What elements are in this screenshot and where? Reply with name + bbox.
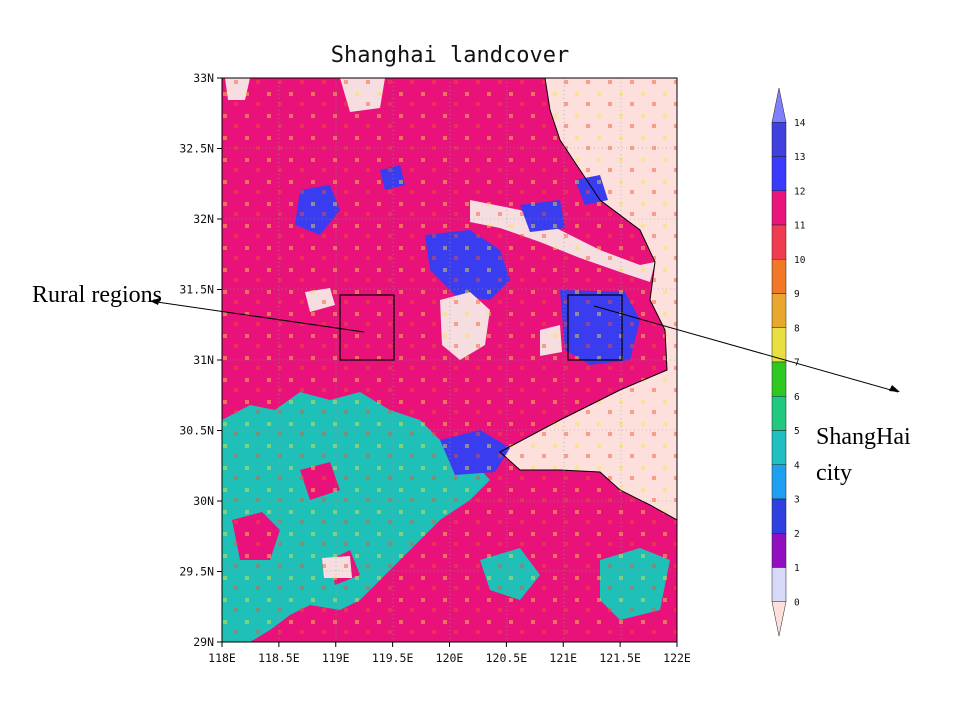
colorbar-label: 4: [794, 460, 800, 471]
y-tick-label: 31.5N: [179, 283, 214, 297]
colorbar-label: 13: [794, 152, 805, 163]
x-tick-label: 121E: [549, 651, 577, 665]
x-tick-label: 121.5E: [599, 651, 641, 665]
rural-region-box: [339, 294, 395, 361]
colorbar-label: 11: [794, 221, 806, 232]
map-title: Shanghai landcover: [331, 43, 569, 68]
colorbar-segment: [771, 224, 787, 260]
colorbar-label: 8: [794, 323, 800, 334]
colorbar-segment: [771, 430, 787, 465]
colorbar-label: 2: [794, 529, 800, 540]
colorbar-label: 5: [794, 426, 800, 437]
y-tick-label: 29N: [193, 635, 214, 649]
colorbar-segment: [771, 533, 787, 568]
rural-arrowhead: [150, 298, 160, 305]
colorbar-label: 9: [794, 289, 800, 300]
x-tick-label: 120.5E: [486, 651, 528, 665]
x-tick-label: 120E: [436, 651, 464, 665]
colorbar: 14131211109876543210: [771, 87, 806, 637]
x-tick-label: 118.5E: [258, 651, 300, 665]
x-tick-label: 118E: [208, 651, 236, 665]
y-tick-label: 31N: [193, 353, 214, 367]
x-tick-label: 119.5E: [372, 651, 414, 665]
y-tick-label: 29.5N: [179, 565, 214, 579]
y-tick-label: 30.5N: [179, 424, 214, 438]
colorbar-label: 3: [794, 495, 800, 506]
rural-arrow-line: [149, 300, 365, 333]
y-tick-label: 33N: [193, 71, 214, 85]
x-tick-label: 122E: [663, 651, 691, 665]
colorbar-segment: [771, 87, 787, 123]
shanghai-city-label-line2: city: [816, 460, 852, 486]
city-arrowhead: [889, 385, 900, 392]
rural-regions-label: Rural regions: [32, 282, 162, 308]
y-tick-label: 32.5N: [179, 142, 214, 156]
colorbar-segment: [771, 293, 787, 328]
x-axis-ticks: 118E 118.5E 119E 119.5E 120E 120.5E 121E 121.5E…: [208, 642, 691, 665]
colorbar-segment: [771, 396, 787, 431]
colorbar-label: 14: [794, 118, 806, 129]
y-tick-label: 32N: [193, 212, 214, 226]
y-tick-label: 30N: [193, 494, 214, 508]
city-arrow-line: [593, 305, 899, 393]
colorbar-segment: [771, 156, 787, 191]
colorbar-segment: [771, 122, 787, 157]
colorbar-label: 6: [794, 392, 800, 403]
colorbar-label: 12: [794, 186, 805, 197]
colorbar-segment: [771, 361, 787, 397]
colorbar-segment: [771, 498, 787, 534]
coastline: [499, 78, 677, 521]
x-tick-label: 119E: [322, 651, 350, 665]
colorbar-label: 10: [794, 255, 806, 266]
colorbar-label: 0: [794, 597, 800, 608]
shanghai-city-box: [567, 294, 623, 361]
shanghai-city-label-line1: ShangHai: [816, 424, 911, 450]
colorbar-segment: [771, 464, 787, 500]
colorbar-segment: [771, 567, 787, 602]
y-axis-ticks: 33N 32.5N 32N 31.5N 31N 30.5N 30N 29.5N 29N: [179, 71, 222, 649]
colorbar-segment: [771, 190, 787, 226]
colorbar-label: 1: [794, 563, 800, 574]
colorbar-segment: [771, 601, 787, 637]
colorbar-segment: [771, 259, 787, 294]
map-plot: [222, 78, 677, 642]
